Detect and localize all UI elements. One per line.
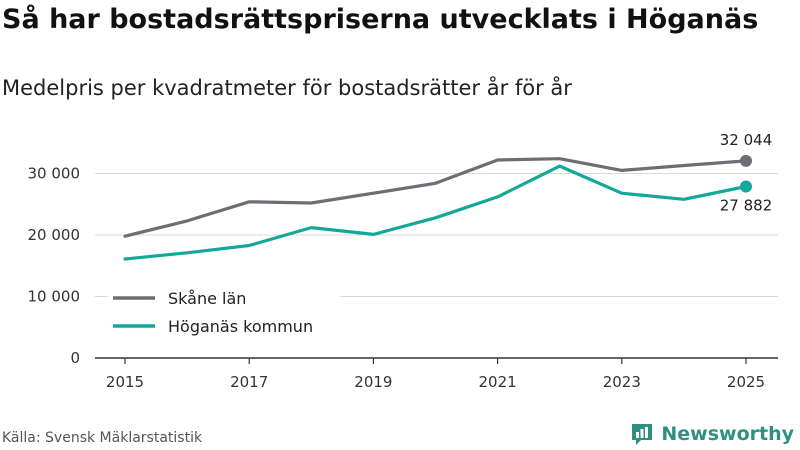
brand-logo[interactable]: Newsworthy (629, 420, 794, 448)
chart-title: Så har bostadsrättspriserna utvecklats i… (2, 4, 759, 35)
x-tick-label: 2017 (230, 373, 268, 391)
end-value-label: 32 044 (720, 131, 773, 149)
y-tick-label: 0 (70, 349, 80, 367)
legend-label: Höganäs kommun (168, 317, 313, 336)
y-tick-label: 20 000 (28, 226, 81, 244)
brand-name: Newsworthy (661, 423, 794, 445)
legend-label: Skåne län (168, 289, 246, 308)
chart-subtitle: Medelpris per kvadratmeter för bostadsrä… (2, 76, 572, 100)
legend-box (108, 285, 340, 347)
x-tick-label: 2019 (354, 373, 392, 391)
y-tick-label: 10 000 (28, 288, 81, 306)
series-endpoint-1 (740, 154, 752, 167)
x-tick-label: 2023 (603, 373, 641, 391)
newsworthy-logo-icon (632, 424, 653, 445)
y-tick-label: 30 000 (28, 165, 81, 183)
series-line-2 (123, 164, 748, 261)
series-line-1 (123, 157, 748, 238)
end-value-label: 27 882 (720, 197, 773, 215)
source-note: Källa: Svensk Mäklarstatistik (2, 430, 203, 446)
series-endpoint-2 (740, 180, 752, 193)
x-tick-label: 2021 (479, 373, 517, 391)
x-tick-label: 2015 (106, 373, 144, 391)
x-tick-label: 2025 (727, 373, 765, 391)
